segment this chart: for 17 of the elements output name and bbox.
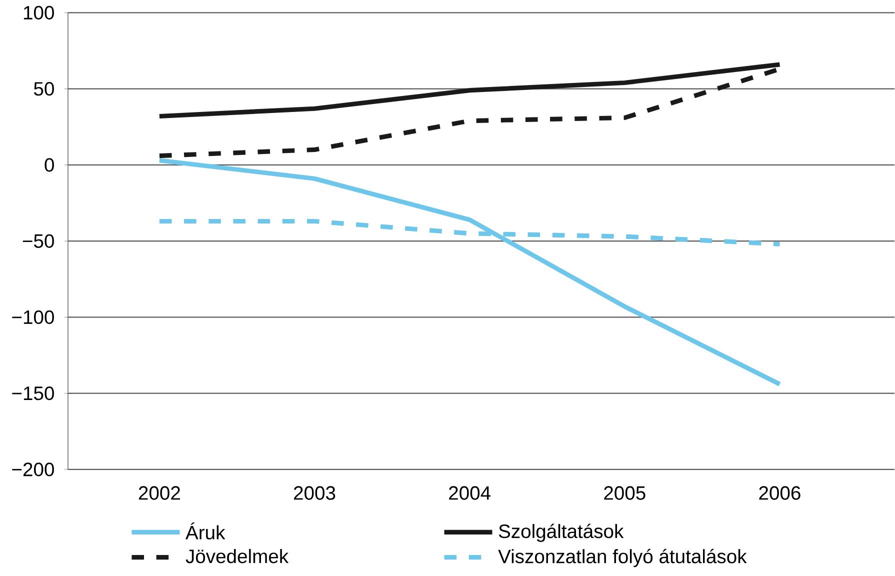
x-tick-label: 2005 (604, 486, 646, 500)
legend-label: Jövedelmek (186, 548, 289, 564)
legend-label: Áruk (186, 522, 226, 540)
x-tick-label: 2003 (294, 486, 336, 500)
x-tick-label: 2002 (138, 486, 180, 500)
y-tick-label: 0 (44, 158, 54, 172)
line-series (157, 158, 782, 386)
y-tick-label: −150 (12, 386, 54, 400)
x-tick-label: 2006 (759, 486, 800, 500)
y-tick-label: 100 (24, 6, 54, 20)
y-tick-label: −50 (22, 234, 54, 248)
legend-label: Viszonzatlan folyó átutalások (498, 548, 747, 567)
y-tick-label: −200 (12, 462, 54, 476)
x-tick-label: 2004 (449, 486, 490, 500)
y-tick-label: 50 (34, 82, 54, 96)
legend-label: Szolgáltatások (498, 524, 624, 542)
y-tick-label: −100 (12, 310, 54, 324)
